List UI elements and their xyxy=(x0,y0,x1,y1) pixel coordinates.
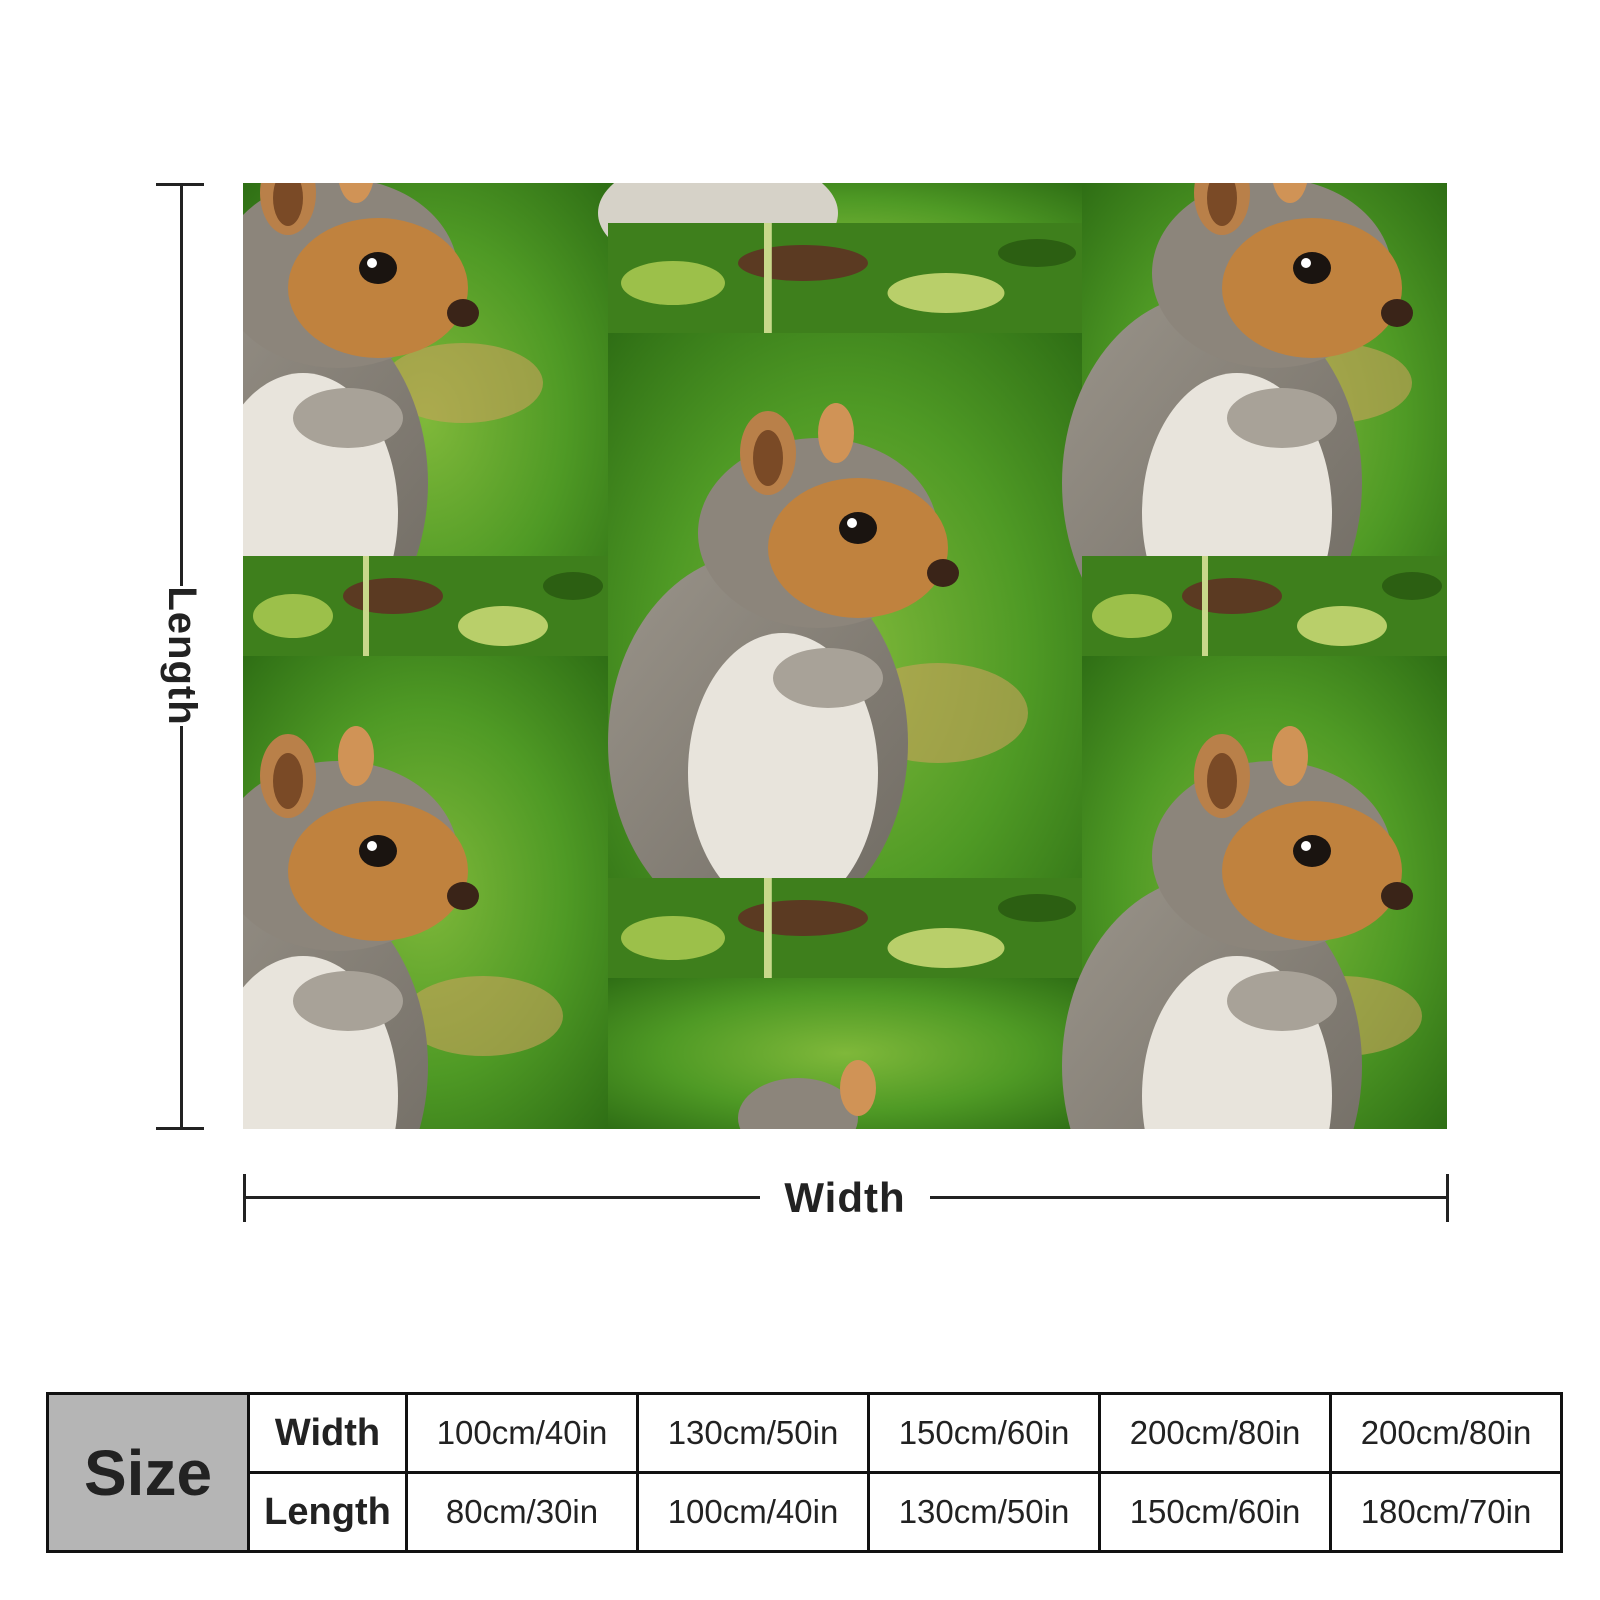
table-row: Length 80cm/30in 100cm/40in 130cm/50in 1… xyxy=(48,1471,1563,1553)
width-value: 130cm/50in xyxy=(636,1392,870,1474)
length-value: 100cm/40in xyxy=(636,1471,870,1553)
length-label: Length xyxy=(152,586,212,726)
width-row-label: Width xyxy=(247,1392,408,1474)
length-row-label: Length xyxy=(247,1471,408,1553)
size-table: Size Width 100cm/40in 130cm/50in 150cm/6… xyxy=(46,1392,1563,1553)
length-value: 130cm/50in xyxy=(867,1471,1101,1553)
length-value: 180cm/70in xyxy=(1329,1471,1563,1553)
width-value: 200cm/80in xyxy=(1329,1392,1563,1474)
length-value: 80cm/30in xyxy=(405,1471,639,1553)
table-row: Size Width 100cm/40in 130cm/50in 150cm/6… xyxy=(46,1392,1563,1553)
size-header: Size xyxy=(46,1392,250,1553)
width-label: Width xyxy=(760,1170,930,1226)
width-value: 150cm/60in xyxy=(867,1392,1101,1474)
length-value: 150cm/60in xyxy=(1098,1471,1332,1553)
blanket-product-image xyxy=(243,183,1447,1129)
width-value: 100cm/40in xyxy=(405,1392,639,1474)
width-value: 200cm/80in xyxy=(1098,1392,1332,1474)
